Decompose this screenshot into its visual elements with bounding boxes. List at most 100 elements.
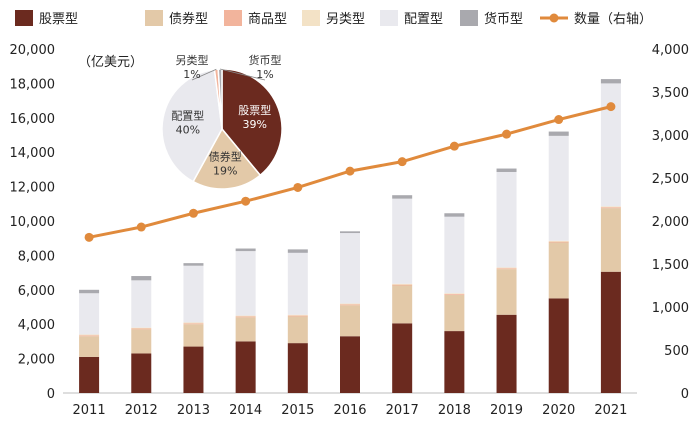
bar-segment-货币型: [444, 213, 465, 217]
bar-segment-货币型: [340, 231, 360, 234]
bar-segment-配置型: [444, 216, 465, 294]
legend: 股票型 债券型 商品型 另类型 配置型 货币型 数量（右轴）: [15, 10, 652, 27]
legend-label: 债券型: [169, 11, 208, 27]
bar-stack-2011: [79, 289, 100, 393]
line-point: [188, 208, 198, 218]
bar-segment-货币型: [600, 79, 621, 84]
bar-segment-另类型: [79, 334, 100, 336]
bar-segment-股票型: [235, 341, 256, 393]
x-tick-label: 2019: [490, 403, 523, 418]
bar-segment-商品型: [392, 284, 413, 286]
bar-segment-债券型: [235, 317, 256, 342]
legend-swatch: [460, 10, 478, 26]
bar-segment-货币型: [131, 276, 152, 281]
x-tick-label: 2016: [333, 403, 366, 418]
x-tick-label: 2014: [229, 403, 262, 418]
bar-segment-股票型: [496, 314, 517, 393]
y-tick-label: 16,000: [10, 112, 56, 127]
line-series: [84, 102, 616, 242]
pie-slice-股票型: [221, 68, 283, 177]
bar-segment-货币型: [287, 249, 308, 253]
bar-segment-债券型: [496, 269, 517, 315]
bar-segment-债券型: [131, 329, 152, 354]
bar-segment-商品型: [79, 335, 100, 337]
y2-tick-label: 3,500: [652, 86, 689, 101]
legend-label: 另类型: [326, 12, 365, 27]
legend-label: 货币型: [484, 11, 523, 27]
legend-swatch: [15, 10, 33, 26]
pie-slice-债券型: [192, 127, 262, 190]
bar-segment-另类型: [392, 283, 413, 285]
bar-stack-2016: [340, 231, 360, 393]
bar-segment-商品型: [131, 328, 152, 330]
bar-segment-商品型: [340, 304, 360, 306]
y2-tick-label: 3,000: [652, 129, 689, 144]
legend-item: 另类型: [302, 10, 365, 27]
x-tick-label: 2012: [125, 403, 158, 418]
bar-segment-股票型: [600, 271, 621, 393]
line-point: [241, 196, 251, 206]
y2-tick-label: 2,000: [652, 215, 689, 230]
y2-tick-label: 1,500: [652, 258, 689, 273]
bar-segment-债券型: [600, 208, 621, 272]
legend-item: 股票型: [15, 10, 78, 27]
legend-label: 商品型: [248, 12, 287, 27]
bar-segment-另类型: [287, 314, 308, 316]
line-point: [554, 115, 564, 125]
bar-segment-货币型: [79, 289, 100, 294]
legend-swatch: [380, 10, 398, 26]
line-point: [397, 157, 407, 167]
bar-segment-债券型: [392, 285, 413, 324]
bar-stack-2017: [392, 195, 413, 393]
bar-segment-股票型: [287, 343, 308, 393]
bar-segment-债券型: [340, 305, 360, 337]
bar-segment-另类型: [444, 293, 465, 295]
legend-label: 股票型: [39, 12, 78, 27]
legend-swatch: [302, 10, 320, 26]
bar-stack-2018: [444, 213, 465, 393]
bar-segment-配置型: [131, 280, 152, 328]
bar-segment-债券型: [444, 294, 465, 332]
bar-segment-股票型: [392, 323, 413, 393]
pie-label: 货币型: [249, 53, 282, 67]
y-tick-label: 20,000: [10, 43, 56, 58]
bar-stack-2013: [183, 263, 204, 393]
legend-label: 配置型: [404, 12, 443, 27]
axes: 0 2,000 4,000 6,000 8,000 10,000 12,000 14,000 1…: [10, 43, 690, 418]
bar-stack-2015: [287, 249, 308, 393]
bar-segment-商品型: [444, 294, 465, 295]
bar-segment-债券型: [287, 316, 308, 344]
y2-tick-label: 1,000: [652, 301, 689, 316]
bar-segment-另类型: [496, 267, 517, 269]
line-point: [293, 182, 303, 192]
bar-stack-2014: [235, 248, 256, 393]
y-tick-label: 18,000: [10, 77, 56, 92]
legend-item: 配置型: [380, 10, 443, 27]
y2-tick-label: 500: [664, 344, 689, 359]
y-tick-label: 4,000: [18, 318, 55, 333]
pie-label: 配置型: [171, 108, 204, 122]
legend-item: 数量（右轴）: [540, 12, 652, 27]
bar-segment-货币型: [235, 248, 256, 252]
pie-label: 债券型: [209, 150, 242, 164]
line-point: [84, 232, 94, 242]
x-tick-label: 2018: [438, 403, 471, 418]
bar-segment-商品型: [496, 268, 517, 270]
line-point: [136, 222, 146, 232]
bar-segment-商品型: [548, 241, 569, 243]
unit-label: （亿美元）: [78, 55, 143, 70]
bar-stack-2020: [548, 131, 569, 393]
bar-segment-配置型: [496, 171, 517, 268]
bar-segment-配置型: [548, 135, 569, 241]
bar-segment-股票型: [131, 353, 152, 393]
bar-segment-股票型: [79, 356, 100, 393]
legend-swatch: [145, 10, 163, 26]
pie-percent: 40%: [176, 123, 200, 136]
pie-callout-line: [191, 68, 217, 81]
bar-segment-配置型: [235, 251, 256, 316]
y2-tick-label: 4,000: [652, 43, 689, 58]
y-tick-label: 10,000: [10, 215, 56, 230]
x-tick-label: 2015: [281, 403, 314, 418]
line-point: [502, 129, 512, 139]
